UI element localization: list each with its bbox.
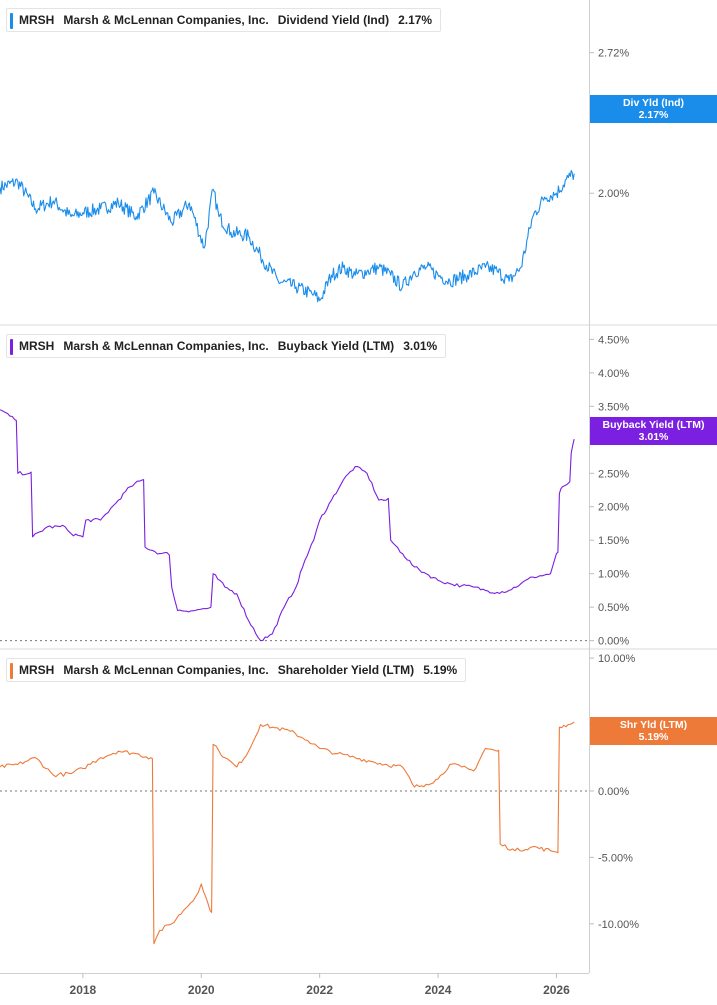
legend-metric: Shareholder Yield (LTM) — [277, 663, 415, 677]
legend-metric: Buyback Yield (LTM) — [277, 339, 395, 353]
y-tick-label: 3.50% — [598, 401, 629, 413]
y-tick-label: 4.00% — [598, 368, 629, 380]
legend-company: Marsh & McLennan Companies, Inc. — [63, 13, 269, 27]
series-line-2 — [0, 721, 575, 945]
legend-metric: Dividend Yield (Ind) — [277, 13, 390, 27]
badge-shareholder-yield: Shr Yld (LTM) 5.19% — [590, 717, 717, 745]
x-tick-label: 2018 — [70, 983, 97, 997]
y-tick-label: 2.00% — [598, 188, 629, 200]
series-layer — [0, 170, 575, 945]
legend-swatch — [10, 663, 13, 679]
y-tick-label: 2.00% — [598, 502, 629, 514]
legend-company: Marsh & McLennan Companies, Inc. — [63, 339, 269, 353]
series-line-0 — [0, 170, 575, 303]
y-tick-label: -5.00% — [598, 852, 633, 864]
x-tick-label: 2024 — [425, 983, 452, 997]
legend-ticker: MRSH — [19, 339, 55, 353]
badge-label: Shr Yld (LTM) — [619, 719, 688, 731]
legend-buyback-yield[interactable]: MRSH Marsh & McLennan Companies, Inc. Bu… — [6, 334, 447, 358]
legend-value: 5.19% — [423, 663, 458, 677]
badge-value: 5.19% — [638, 731, 669, 743]
y-tick-label: 1.00% — [598, 569, 629, 581]
legend-value: 3.01% — [403, 339, 438, 353]
legend-company: Marsh & McLennan Companies, Inc. — [63, 663, 269, 677]
y-tick-label: 1.50% — [598, 535, 629, 547]
x-tick-label: 2026 — [543, 983, 570, 997]
legend-swatch — [10, 339, 13, 355]
badge-dividend-yield: Div Yld (Ind) 2.17% — [590, 95, 717, 123]
badge-label: Buyback Yield (LTM) — [602, 419, 705, 431]
legend-ticker: MRSH — [19, 13, 55, 27]
y-tick-label: 0.00% — [598, 786, 629, 798]
badge-value: 2.17% — [638, 109, 669, 121]
y-tick-label: 2.50% — [598, 468, 629, 480]
y-tick-label: 0.00% — [598, 636, 629, 648]
panel-frames — [0, 0, 717, 974]
x-tick-label: 2020 — [188, 983, 215, 997]
legend-shareholder-yield[interactable]: MRSH Marsh & McLennan Companies, Inc. Sh… — [6, 658, 467, 682]
legend-dividend-yield[interactable]: MRSH Marsh & McLennan Companies, Inc. Di… — [6, 8, 442, 32]
x-tick-label: 2022 — [306, 983, 333, 997]
legend-swatch — [10, 13, 13, 29]
series-line-1 — [0, 409, 575, 642]
y-tick-label: -10.00% — [598, 919, 639, 931]
y-tick-label: 2.72% — [598, 48, 629, 60]
badge-label: Div Yld (Ind) — [622, 97, 685, 109]
legend-value: 2.17% — [398, 13, 433, 27]
y-tick-label: 0.50% — [598, 602, 629, 614]
badge-value: 3.01% — [638, 431, 669, 443]
axis-layer: 2.72%2.00%4.50%4.00%3.50%3.00%2.50%2.00%… — [70, 48, 640, 997]
badge-buyback-yield: Buyback Yield (LTM) 3.01% — [590, 417, 717, 445]
legend-ticker: MRSH — [19, 663, 55, 677]
y-tick-label: 10.00% — [598, 653, 636, 665]
y-tick-label: 4.50% — [598, 334, 629, 346]
